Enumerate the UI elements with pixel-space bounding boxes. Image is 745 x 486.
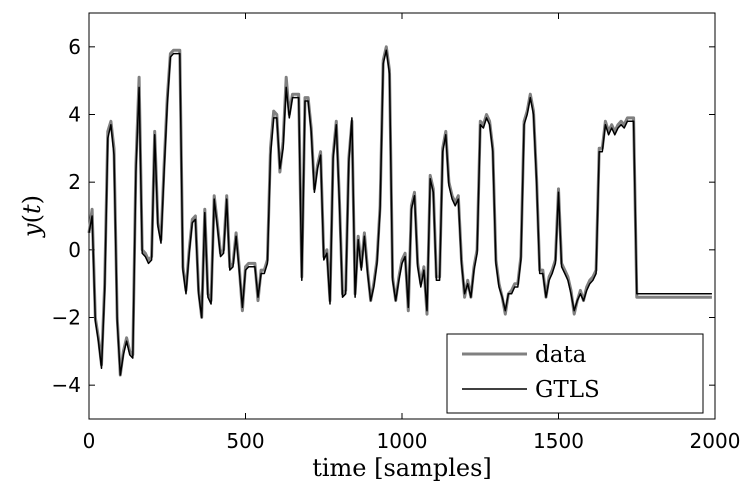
y-tick-label: 0	[68, 238, 81, 262]
y-axis-label-name: y	[18, 223, 46, 238]
legend-label-data: data	[535, 342, 587, 368]
x-axis-label: time [samples]	[312, 454, 492, 482]
x-axis-ticks: 0 500 1000 1500 2000	[83, 13, 741, 453]
legend: data GTLS	[446, 333, 704, 414]
legend-label-gtls: GTLS	[535, 377, 600, 403]
x-tick-label: 1500	[533, 429, 584, 453]
y-axis-label-close: )	[18, 195, 46, 204]
x-tick-label: 1000	[377, 429, 428, 453]
series-layer	[87, 45, 712, 377]
y-tick-label: −2	[52, 306, 81, 330]
y-tick-label: 4	[68, 103, 81, 127]
x-tick-label: 500	[226, 429, 264, 453]
y-axis-ticks: −4 −2 0 2 4 6	[52, 35, 715, 397]
legend-box	[446, 333, 704, 414]
x-tick-label: 0	[83, 429, 96, 453]
y-axis-label-var: t	[18, 204, 46, 214]
y-axis-label-open: (	[18, 214, 46, 223]
y-tick-label: 2	[68, 170, 81, 194]
x-tick-label: 2000	[690, 429, 741, 453]
y-tick-label: 6	[68, 35, 81, 59]
series-line-gtls	[88, 49, 712, 376]
y-axis-label: y(t)	[18, 195, 46, 238]
y-tick-label: −4	[52, 373, 81, 397]
